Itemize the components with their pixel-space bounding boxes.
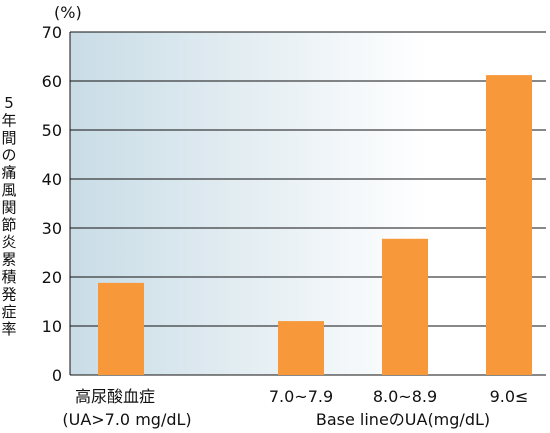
y-axis-label-char: 炎: [1, 233, 16, 251]
bar-2: [278, 321, 324, 375]
bar-4: [486, 75, 532, 376]
y-axis-label-char: 年: [1, 111, 16, 129]
y-axis-label-char: の: [1, 146, 16, 164]
y-axis-label-char: 節: [1, 216, 16, 234]
x-tick-label-1: 高尿酸血症: [75, 387, 155, 406]
y-axis-label-char: 間: [1, 129, 16, 147]
y-tick-label-70: 70: [42, 23, 62, 42]
y-tick-label-50: 50: [42, 121, 62, 140]
y-axis-label-char: 累: [1, 251, 16, 269]
y-axis-label-char: 関: [1, 198, 16, 216]
y-axis-label-char: 発: [1, 285, 16, 303]
y-tick-label-40: 40: [42, 170, 62, 189]
bar-3: [382, 238, 428, 375]
x-tick-label-4: 9.0≤: [490, 387, 529, 406]
y-axis-label-char: 率: [1, 320, 16, 338]
x-tick-label-3: 8.0~8.9: [373, 387, 437, 406]
y-axis-label-char: 風: [1, 181, 16, 199]
y-tick-label-30: 30: [42, 219, 62, 238]
x-axis-title: Base lineのUA(mg/dL): [316, 410, 490, 429]
y-tick-label-60: 60: [42, 72, 62, 91]
y-tick-label-0: 0: [52, 366, 62, 385]
y-axis-label-char: 5: [4, 94, 14, 112]
x-tick-sublabel-1: (UA>7.0 mg/dL): [62, 410, 191, 429]
y-axis-label-char: 痛: [1, 164, 16, 182]
plot-background: [70, 32, 546, 375]
x-tick-label-2: 7.0~7.9: [269, 387, 333, 406]
y-axis-label-char: 症: [1, 303, 16, 321]
bar-1: [98, 282, 144, 375]
y-axis-label-char: 積: [1, 268, 16, 286]
y-tick-label-10: 10: [42, 317, 62, 336]
y-tick-label-20: 20: [42, 268, 62, 287]
y-unit-label: (%): [54, 3, 82, 22]
